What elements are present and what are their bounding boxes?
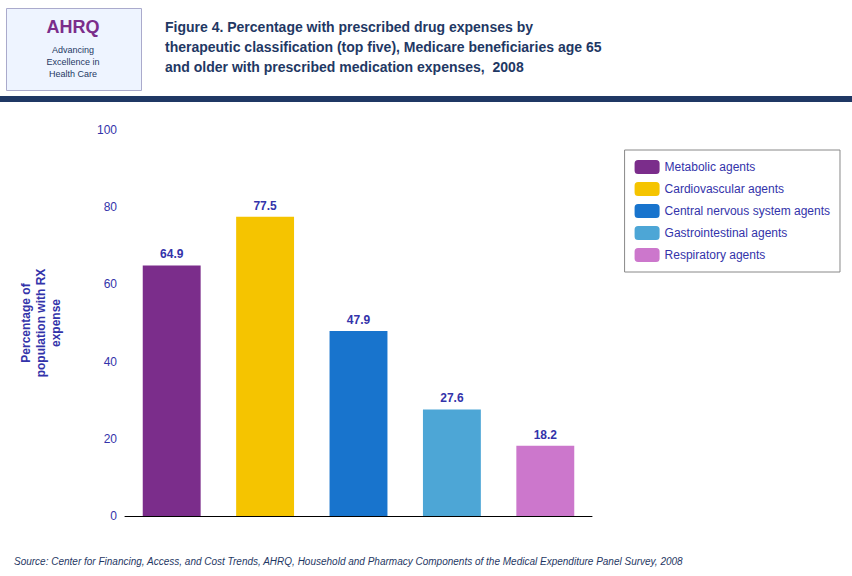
svg-text:Percentage of: Percentage of xyxy=(19,282,33,362)
svg-text:Health Care: Health Care xyxy=(49,69,97,79)
svg-text:20: 20 xyxy=(104,432,118,446)
svg-text:80: 80 xyxy=(104,200,118,214)
svg-text:100: 100 xyxy=(97,123,117,137)
svg-text:Advancing: Advancing xyxy=(52,45,94,55)
svg-text:47.9: 47.9 xyxy=(347,313,371,327)
svg-text:Source: Center for Financing,: Source: Center for Financing, Access, an… xyxy=(14,556,683,567)
svg-text:Central nervous system agents: Central nervous system agents xyxy=(665,204,830,218)
svg-text:expense: expense xyxy=(49,299,63,347)
svg-text:and older with prescribed medi: and older with prescribed medication exp… xyxy=(165,59,524,75)
svg-text:0: 0 xyxy=(110,509,117,523)
svg-text:population with RX: population with RX xyxy=(34,269,48,378)
svg-text:60: 60 xyxy=(104,277,118,291)
svg-text:Respiratory agents: Respiratory agents xyxy=(665,248,766,262)
svg-text:77.5: 77.5 xyxy=(253,199,277,213)
svg-text:Figure 4. Percentage with pres: Figure 4. Percentage with prescribed dru… xyxy=(165,19,533,35)
svg-text:27.6: 27.6 xyxy=(440,391,464,405)
svg-text:64.9: 64.9 xyxy=(160,247,184,261)
svg-text:AHRQ: AHRQ xyxy=(47,17,100,37)
svg-text:18.2: 18.2 xyxy=(534,428,558,442)
svg-text:40: 40 xyxy=(104,355,118,369)
svg-text:therapeutic classification (to: therapeutic classification (top five), M… xyxy=(165,39,602,55)
svg-text:Gastrointestinal agents: Gastrointestinal agents xyxy=(665,226,788,240)
svg-text:Excellence in: Excellence in xyxy=(46,57,99,67)
svg-text:Metabolic agents: Metabolic agents xyxy=(665,160,756,174)
svg-text:Cardiovascular agents: Cardiovascular agents xyxy=(665,182,784,196)
